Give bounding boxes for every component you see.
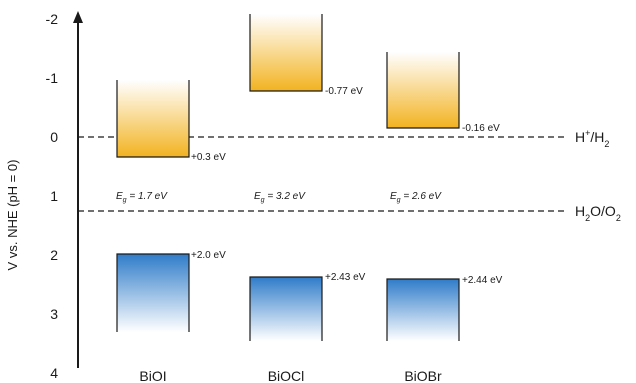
biocl-name: BiOCl [268, 368, 305, 383]
biobr-vb-label: +2.44 eV [462, 275, 503, 286]
biobr-cb-outline [386, 52, 460, 129]
bioi-conduction-band [117, 80, 189, 157]
y-tick-label: 1 [50, 188, 58, 204]
biocl-vb-label: +2.43 eV [325, 272, 366, 283]
y-tick-label: 3 [50, 306, 58, 322]
y-tick-label: -1 [46, 70, 59, 86]
biobr-conduction-band [387, 52, 459, 128]
bioi-cb-label: +0.3 eV [191, 152, 226, 163]
y-tick-label: -2 [46, 11, 59, 27]
biocl-cb-outline [249, 14, 323, 92]
biobr-gap-label: Eg = 2.6 eV [390, 191, 442, 204]
biocl-vb-outline [249, 276, 323, 341]
material-biobr: -0.16 eV Eg = 2.6 eV +2.44 eV BiOBr [386, 52, 503, 383]
y-axis-arrowhead [73, 11, 83, 23]
biobr-vb-outline [386, 278, 460, 341]
bioi-vb-outline [116, 253, 190, 332]
biocl-cb-label: -0.77 eV [325, 86, 363, 97]
biocl-gap-label: Eg = 3.2 eV [254, 191, 306, 204]
bioi-cb-outline [116, 80, 190, 158]
material-biocl: -0.77 eV Eg = 3.2 eV +2.43 eV BiOCl [249, 14, 366, 383]
y-tick-label: 0 [50, 129, 58, 145]
material-bioi: +0.3 eV Eg = 1.7 eV +2.0 eV BiOI [116, 80, 226, 383]
bioi-vb-label: +2.0 eV [191, 250, 226, 261]
biocl-valence-band [250, 277, 322, 341]
biobr-name: BiOBr [404, 368, 442, 383]
biobr-valence-band [387, 279, 459, 341]
y-axis: -2 -1 0 1 2 3 4 V vs. NHE (pH = 0) [5, 11, 83, 381]
y-tick-label: 4 [50, 365, 58, 381]
bioi-gap-label: Eg = 1.7 eV [116, 191, 168, 204]
y-axis-label: V vs. NHE (pH = 0) [5, 160, 20, 271]
biobr-cb-label: -0.16 eV [462, 123, 500, 134]
h-plus-h2-label: H+/H2 [575, 128, 609, 149]
biocl-conduction-band [250, 14, 322, 91]
y-tick-label: 2 [50, 247, 58, 263]
h2o-o2-label: H2O/O2 [575, 203, 621, 223]
bioi-valence-band [117, 254, 189, 332]
bioi-name: BiOI [139, 368, 166, 383]
